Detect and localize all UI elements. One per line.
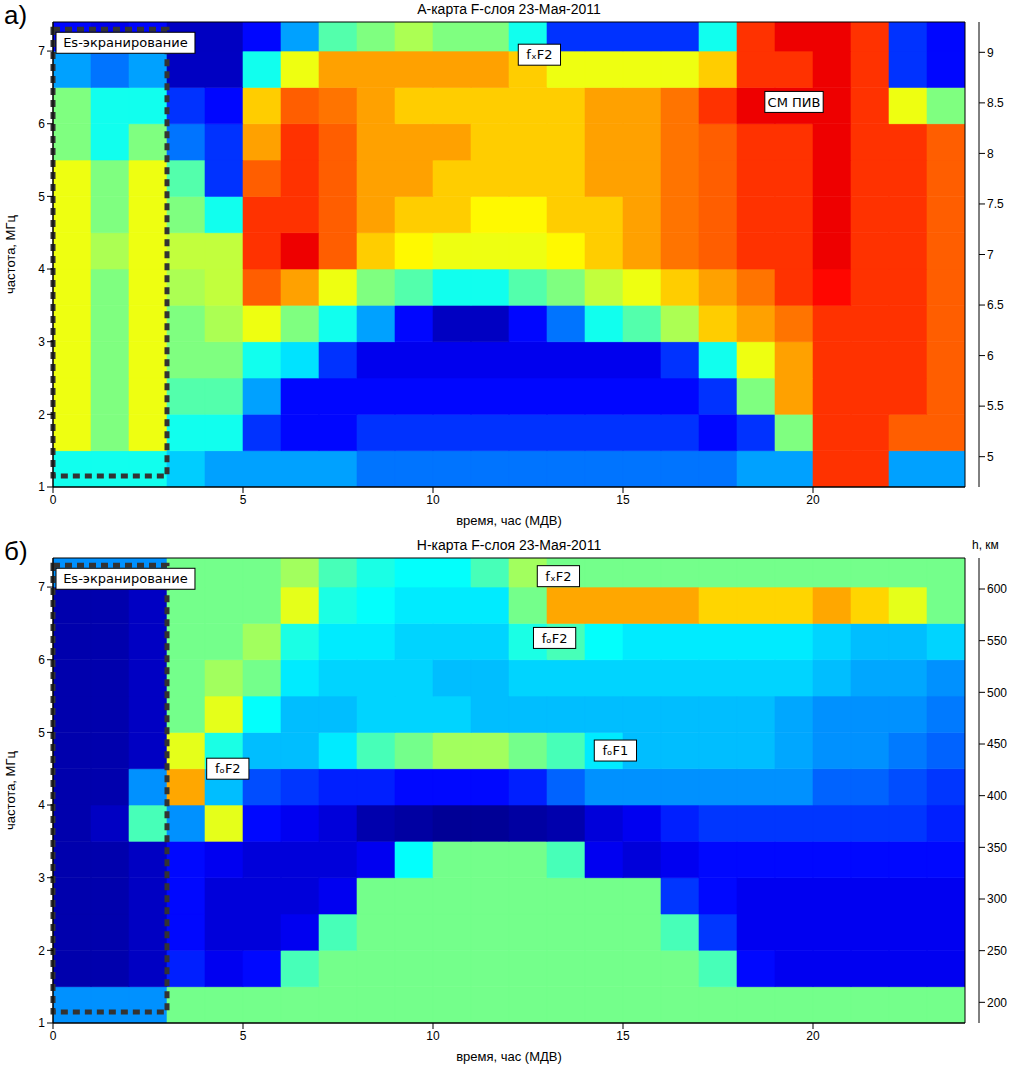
html-text:Н-карта F-слоя 23-Мая-2011: Н-карта F-слоя 23-Мая-2011: [416, 537, 602, 553]
svg-text:5: 5: [987, 450, 994, 464]
svg-text:8.5: 8.5: [987, 96, 1004, 110]
svg-text:6: 6: [38, 653, 45, 667]
svg-text:5: 5: [38, 190, 45, 204]
svg-text:350: 350: [987, 841, 1007, 855]
svg-text:15: 15: [616, 493, 630, 507]
svg-text:2: 2: [38, 408, 45, 422]
svg-text:fₒF1: fₒF1: [603, 743, 629, 758]
svg-text:Es-экранирование: Es-экранирование: [63, 571, 188, 586]
svg-text:550: 550: [987, 634, 1007, 648]
svg-text:частота, МГц: частота, МГц: [3, 751, 18, 830]
svg-text:600: 600: [987, 582, 1007, 596]
svg-text:10: 10: [426, 493, 440, 507]
svg-text:1: 1: [38, 1016, 45, 1030]
html-text:б): б): [4, 536, 28, 566]
svg-text:7: 7: [38, 580, 45, 594]
svg-text:500: 500: [987, 686, 1007, 700]
svg-text:4: 4: [38, 262, 45, 276]
svg-text:fₓF2: fₓF2: [545, 569, 571, 584]
svg-text:5: 5: [38, 726, 45, 740]
svg-text:450: 450: [987, 737, 1007, 751]
svg-text:200: 200: [987, 996, 1007, 1010]
svg-text:20: 20: [806, 1029, 820, 1043]
svg-text:400: 400: [987, 789, 1007, 803]
html-text:h, км: h, км: [972, 538, 999, 552]
svg-text:9: 9: [987, 46, 994, 60]
svg-text:частота, МГц: частота, МГц: [3, 215, 18, 294]
svg-text:время, час (МДВ): время, час (МДВ): [456, 1049, 562, 1064]
svg-text:6: 6: [987, 349, 994, 363]
svg-text:fₓF2: fₓF2: [526, 47, 552, 62]
svg-text:fₒF2: fₒF2: [542, 631, 568, 646]
svg-text:Es-экранирование: Es-экранирование: [63, 35, 188, 50]
svg-text:5: 5: [240, 1029, 247, 1043]
svg-text:СМ ПИВ: СМ ПИВ: [768, 95, 821, 110]
svg-text:4: 4: [38, 798, 45, 812]
svg-text:8: 8: [987, 147, 994, 161]
svg-text:3: 3: [38, 335, 45, 349]
html-text:а): а): [4, 0, 28, 30]
svg-text:300: 300: [987, 892, 1007, 906]
svg-text:0: 0: [50, 1029, 57, 1043]
svg-text:5.5: 5.5: [987, 399, 1004, 413]
svg-text:1: 1: [38, 480, 45, 494]
svg-text:5: 5: [240, 493, 247, 507]
svg-text:250: 250: [987, 944, 1007, 958]
svg-text:15: 15: [616, 1029, 630, 1043]
svg-text:0: 0: [50, 493, 57, 507]
svg-text:7.5: 7.5: [987, 197, 1004, 211]
svg-text:7: 7: [38, 44, 45, 58]
svg-text:6.5: 6.5: [987, 298, 1004, 312]
svg-text:7: 7: [987, 248, 994, 262]
svg-text:3: 3: [38, 871, 45, 885]
svg-text:10: 10: [426, 1029, 440, 1043]
svg-text:2: 2: [38, 944, 45, 958]
svg-text:время, час (МДВ): время, час (МДВ): [456, 513, 562, 528]
svg-text:fₒF2: fₒF2: [215, 761, 241, 776]
svg-text:20: 20: [806, 493, 820, 507]
html-text:А-карта F-слоя 23-Мая-2011: А-карта F-слоя 23-Мая-2011: [417, 1, 601, 17]
svg-text:6: 6: [38, 117, 45, 131]
